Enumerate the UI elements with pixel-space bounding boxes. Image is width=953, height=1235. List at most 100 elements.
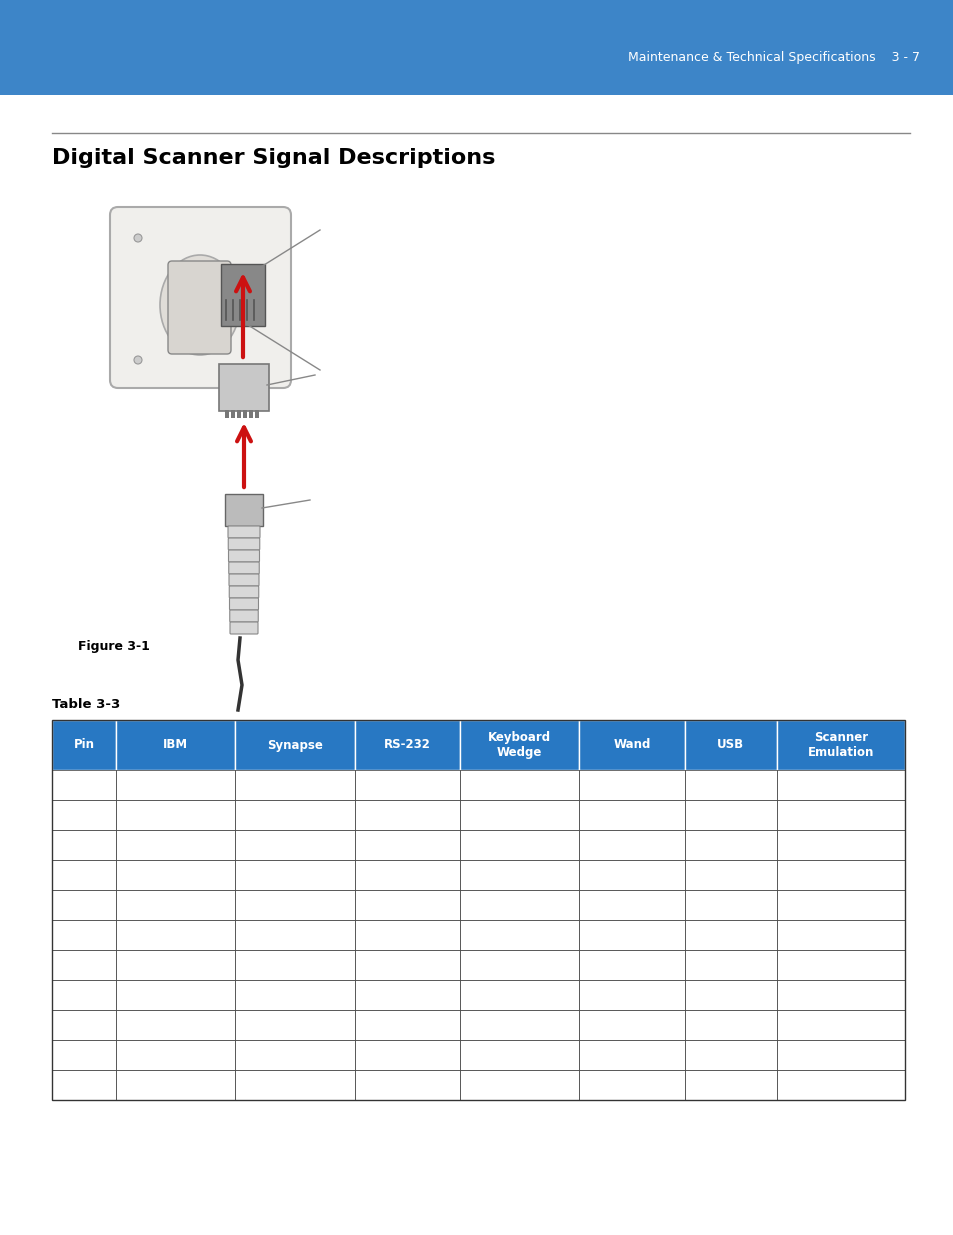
Bar — [776, 769, 904, 800]
Bar — [776, 950, 904, 981]
FancyBboxPatch shape — [110, 207, 291, 388]
Bar — [776, 1040, 904, 1070]
Bar — [355, 720, 459, 769]
Bar — [776, 981, 904, 1010]
Bar — [578, 950, 684, 981]
FancyBboxPatch shape — [230, 598, 258, 610]
Bar — [116, 769, 235, 800]
Bar — [684, 950, 776, 981]
Bar — [459, 769, 578, 800]
Text: Digital Scanner Signal Descriptions: Digital Scanner Signal Descriptions — [52, 148, 495, 168]
Bar — [52, 720, 116, 769]
Bar — [578, 920, 684, 950]
Text: Synapse: Synapse — [267, 739, 323, 752]
Bar — [235, 1070, 355, 1100]
Bar — [459, 981, 578, 1010]
Bar — [776, 830, 904, 860]
Bar — [776, 800, 904, 830]
Bar — [52, 860, 116, 890]
Text: Pin: Pin — [73, 739, 94, 752]
Bar — [684, 1010, 776, 1040]
FancyBboxPatch shape — [228, 526, 260, 538]
Bar — [459, 1010, 578, 1040]
Bar — [116, 920, 235, 950]
Bar — [116, 720, 235, 769]
Bar — [52, 800, 116, 830]
Bar — [578, 800, 684, 830]
Bar — [52, 920, 116, 950]
Bar — [684, 890, 776, 920]
Bar — [355, 1010, 459, 1040]
Bar — [459, 920, 578, 950]
Bar — [235, 950, 355, 981]
FancyBboxPatch shape — [230, 622, 257, 634]
FancyBboxPatch shape — [229, 574, 258, 585]
Ellipse shape — [160, 254, 240, 354]
Bar — [116, 1040, 235, 1070]
Bar — [776, 890, 904, 920]
Bar — [0, 0, 953, 95]
Text: USB: USB — [717, 739, 743, 752]
Bar — [116, 981, 235, 1010]
Bar — [116, 860, 235, 890]
FancyBboxPatch shape — [229, 562, 259, 574]
Bar — [116, 890, 235, 920]
Text: Wand: Wand — [613, 739, 650, 752]
Bar — [235, 920, 355, 950]
Bar — [116, 800, 235, 830]
Bar — [116, 830, 235, 860]
Bar — [116, 950, 235, 981]
FancyBboxPatch shape — [229, 585, 258, 598]
Bar — [355, 800, 459, 830]
Bar — [578, 830, 684, 860]
Bar — [52, 1040, 116, 1070]
Bar — [459, 950, 578, 981]
Bar — [355, 830, 459, 860]
Bar — [459, 860, 578, 890]
Bar — [52, 1010, 116, 1040]
Bar — [684, 800, 776, 830]
Bar — [459, 830, 578, 860]
FancyBboxPatch shape — [168, 261, 231, 354]
Bar — [684, 1040, 776, 1070]
FancyBboxPatch shape — [221, 264, 265, 326]
Bar — [684, 1070, 776, 1100]
FancyBboxPatch shape — [225, 494, 263, 526]
Bar — [578, 890, 684, 920]
Bar — [52, 1070, 116, 1100]
Bar — [235, 1010, 355, 1040]
Bar — [235, 800, 355, 830]
FancyBboxPatch shape — [230, 610, 258, 622]
Bar — [236, 410, 241, 417]
Bar — [355, 950, 459, 981]
Bar — [355, 1040, 459, 1070]
Bar — [578, 1010, 684, 1040]
Bar — [684, 920, 776, 950]
Bar — [578, 860, 684, 890]
Bar — [578, 769, 684, 800]
Bar — [684, 769, 776, 800]
Bar — [116, 1070, 235, 1100]
Bar — [355, 920, 459, 950]
Bar — [116, 1010, 235, 1040]
Bar — [235, 981, 355, 1010]
Bar — [235, 890, 355, 920]
Bar — [776, 1070, 904, 1100]
Bar — [355, 769, 459, 800]
Bar — [684, 860, 776, 890]
Bar — [578, 1070, 684, 1100]
Text: RS-232: RS-232 — [383, 739, 431, 752]
Bar — [578, 1040, 684, 1070]
Bar — [776, 920, 904, 950]
Bar — [235, 1040, 355, 1070]
Bar — [52, 890, 116, 920]
Text: Keyboard
Wedge: Keyboard Wedge — [488, 731, 551, 760]
Bar — [254, 410, 258, 417]
Bar — [52, 830, 116, 860]
Circle shape — [133, 356, 142, 364]
Bar — [52, 720, 904, 1100]
Text: Maintenance & Technical Specifications    3 - 7: Maintenance & Technical Specifications 3… — [627, 51, 919, 63]
Text: Figure 3-1: Figure 3-1 — [78, 640, 150, 653]
Bar — [459, 1070, 578, 1100]
Bar — [776, 720, 904, 769]
